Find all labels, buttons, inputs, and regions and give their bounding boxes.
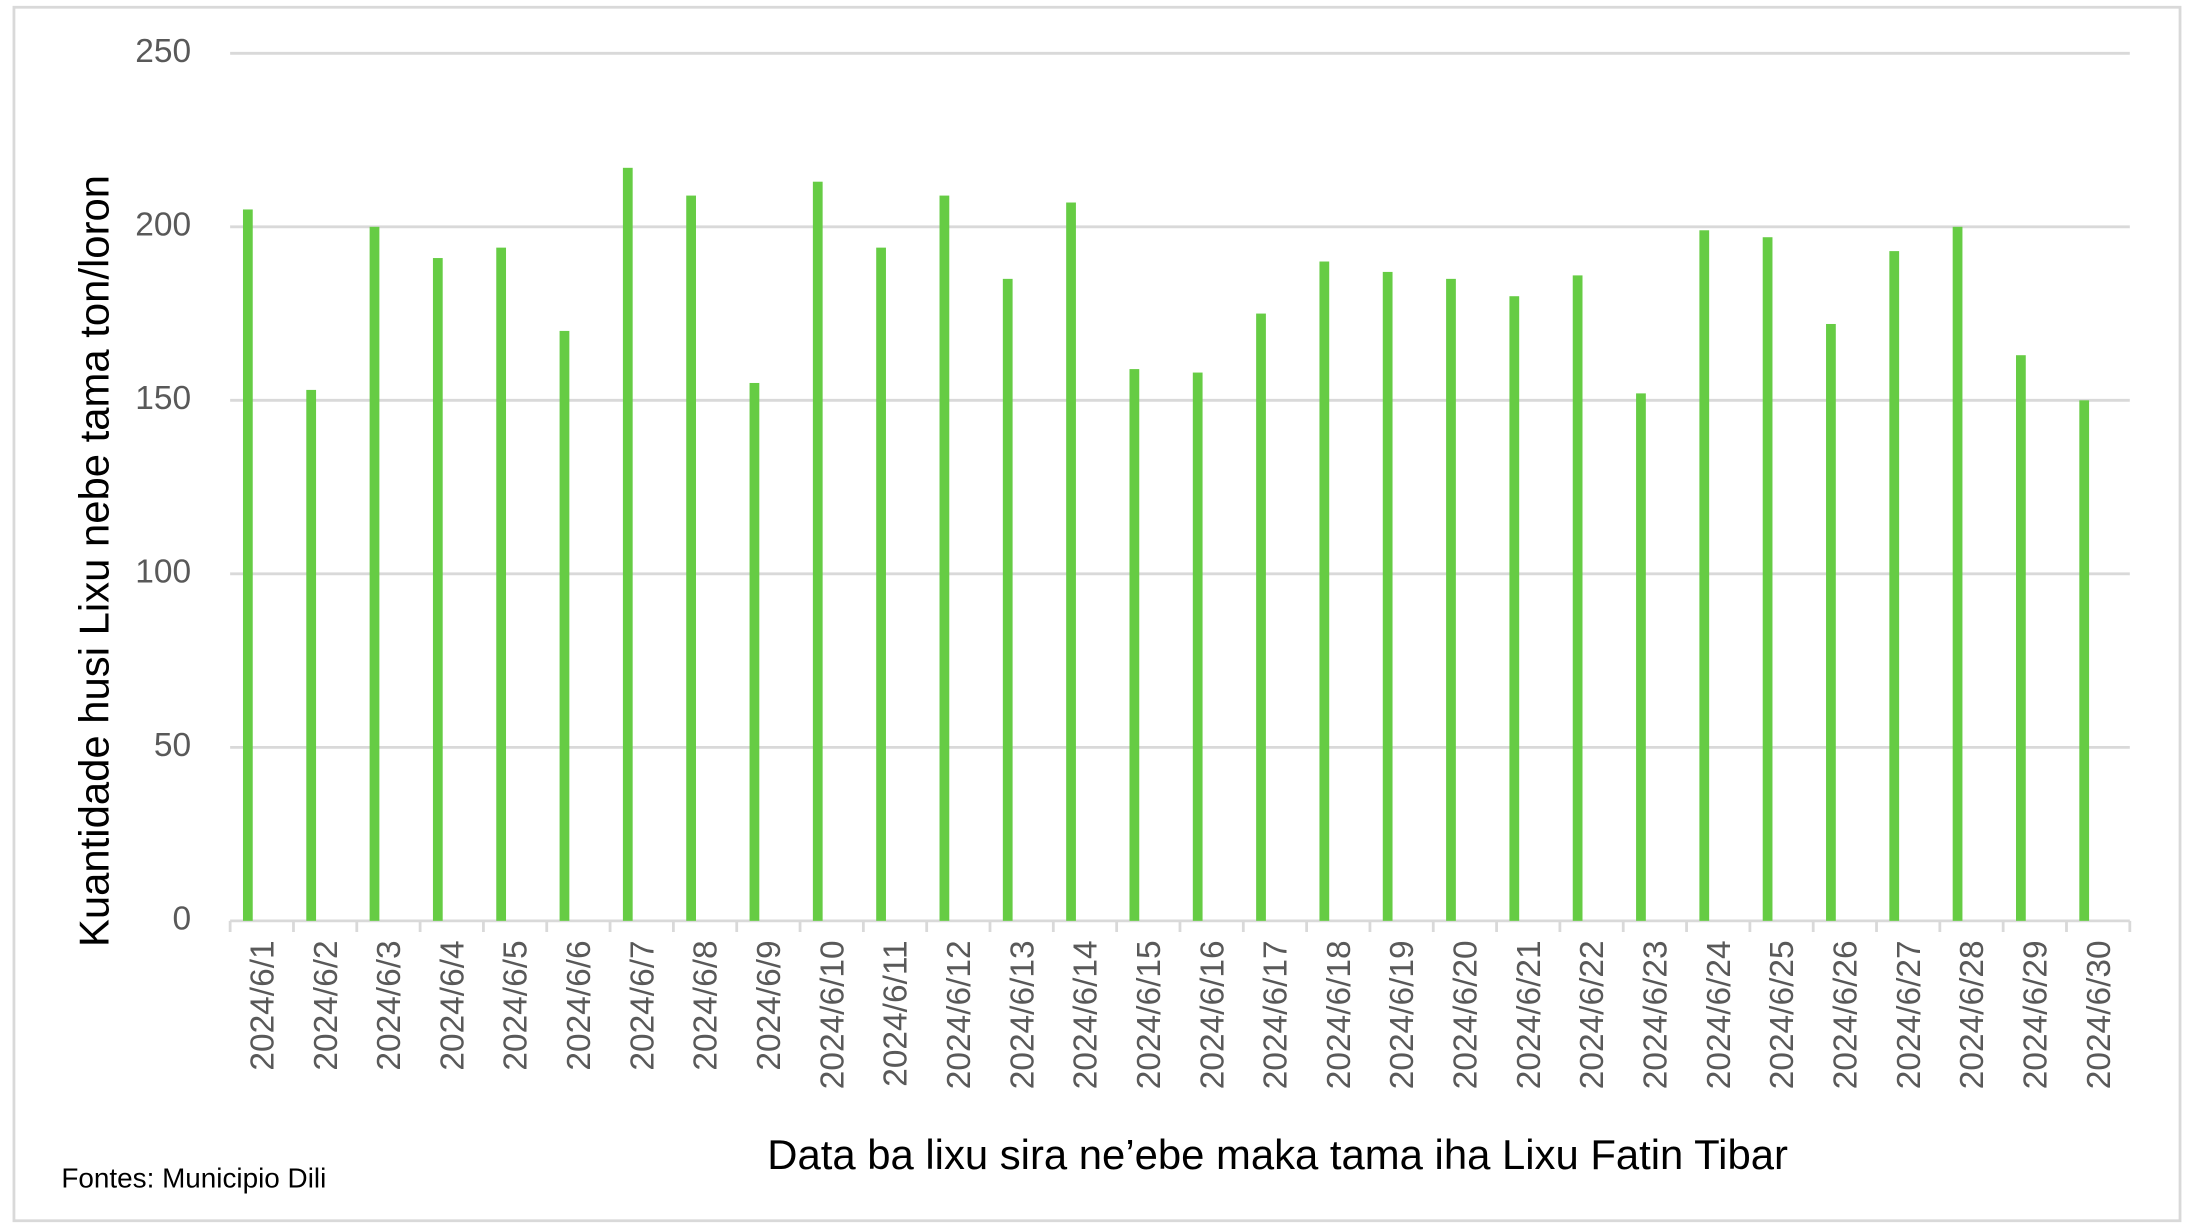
x-tick-label: 2024/6/24 <box>1701 940 1738 1089</box>
x-tick-label: 2024/6/9 <box>751 940 788 1070</box>
bar <box>242 209 253 921</box>
x-tick-label: 2024/6/8 <box>688 940 725 1070</box>
x-tick-label: 2024/6/13 <box>1004 940 1041 1089</box>
x-tick-label: 2024/6/16 <box>1194 940 1231 1089</box>
x-axis-title: Data ba lixu sira ne’ebe maka tama iha L… <box>767 1131 1788 1178</box>
x-tick-label: 2024/6/21 <box>1511 940 1548 1089</box>
bar <box>939 195 950 921</box>
x-tick-label: 2024/6/10 <box>814 940 851 1089</box>
x-tick-label: 2024/6/27 <box>1891 940 1928 1089</box>
y-tick-label: 150 <box>135 380 191 417</box>
x-tick-label: 2024/6/1 <box>244 940 281 1070</box>
bar <box>686 195 696 921</box>
bar <box>2016 355 2026 921</box>
x-tick-label: 2024/6/3 <box>371 940 408 1070</box>
bar <box>432 258 443 921</box>
bar <box>1952 226 1963 921</box>
bar <box>1636 393 1646 921</box>
x-tick-label: 2024/6/17 <box>1258 940 1295 1089</box>
bar <box>1762 237 1773 921</box>
x-tick-label: 2024/6/4 <box>434 940 471 1070</box>
bar <box>2079 400 2090 921</box>
x-tick-label: 2024/6/15 <box>1131 940 1168 1089</box>
source-note: Fontes: Municipio Dili <box>61 1163 326 1194</box>
bar <box>1129 369 1140 921</box>
x-tick-label: 2024/6/18 <box>1321 940 1358 1089</box>
bar <box>1319 261 1330 921</box>
y-tick-label: 0 <box>172 901 191 938</box>
bar <box>1192 372 1203 921</box>
bar <box>622 167 633 921</box>
x-tick-label: 2024/6/29 <box>2017 940 2054 1089</box>
bar <box>1699 230 1710 921</box>
bar <box>559 330 570 921</box>
y-tick-label: 250 <box>135 33 191 70</box>
x-tick-label: 2024/6/19 <box>1384 940 1421 1089</box>
x-tick-label: 2024/6/7 <box>624 940 661 1070</box>
bar <box>1446 278 1456 921</box>
x-tick-label: 2024/6/6 <box>561 940 598 1070</box>
x-tick-label: 2024/6/20 <box>1448 940 1485 1089</box>
x-tick-label: 2024/6/2 <box>308 940 345 1070</box>
bar <box>749 382 760 921</box>
bar <box>1889 251 1900 921</box>
bar <box>1572 275 1583 921</box>
y-tick-label: 50 <box>154 727 191 764</box>
x-tick-label: 2024/6/30 <box>2081 940 2118 1089</box>
x-tick-label: 2024/6/26 <box>1827 940 1864 1089</box>
bar <box>1002 278 1013 921</box>
x-tick-label: 2024/6/23 <box>1638 940 1675 1089</box>
y-axis-title: Kuantidade husi Lixu nebe tama ton/loron <box>71 175 118 947</box>
x-tick-label: 2024/6/28 <box>1954 940 1991 1089</box>
bar <box>812 181 823 921</box>
bar <box>369 226 380 921</box>
x-tick-label: 2024/6/25 <box>1764 940 1801 1089</box>
x-tick-label: 2024/6/12 <box>941 940 978 1089</box>
chart-frame <box>12 5 2182 1223</box>
bar <box>876 247 886 921</box>
x-tick-label: 2024/6/11 <box>878 940 915 1086</box>
x-tick-label: 2024/6/14 <box>1068 940 1105 1089</box>
bar <box>1256 313 1266 921</box>
x-tick-label: 2024/6/22 <box>1574 940 1611 1089</box>
bar <box>1509 296 1520 921</box>
bar <box>496 247 507 921</box>
bar <box>1066 202 1076 921</box>
bar <box>306 389 317 921</box>
x-tick-label: 2024/6/5 <box>498 940 535 1070</box>
y-tick-label: 100 <box>135 554 191 591</box>
bar <box>1826 323 1836 921</box>
bar <box>1382 271 1393 921</box>
y-tick-label: 200 <box>135 207 191 244</box>
